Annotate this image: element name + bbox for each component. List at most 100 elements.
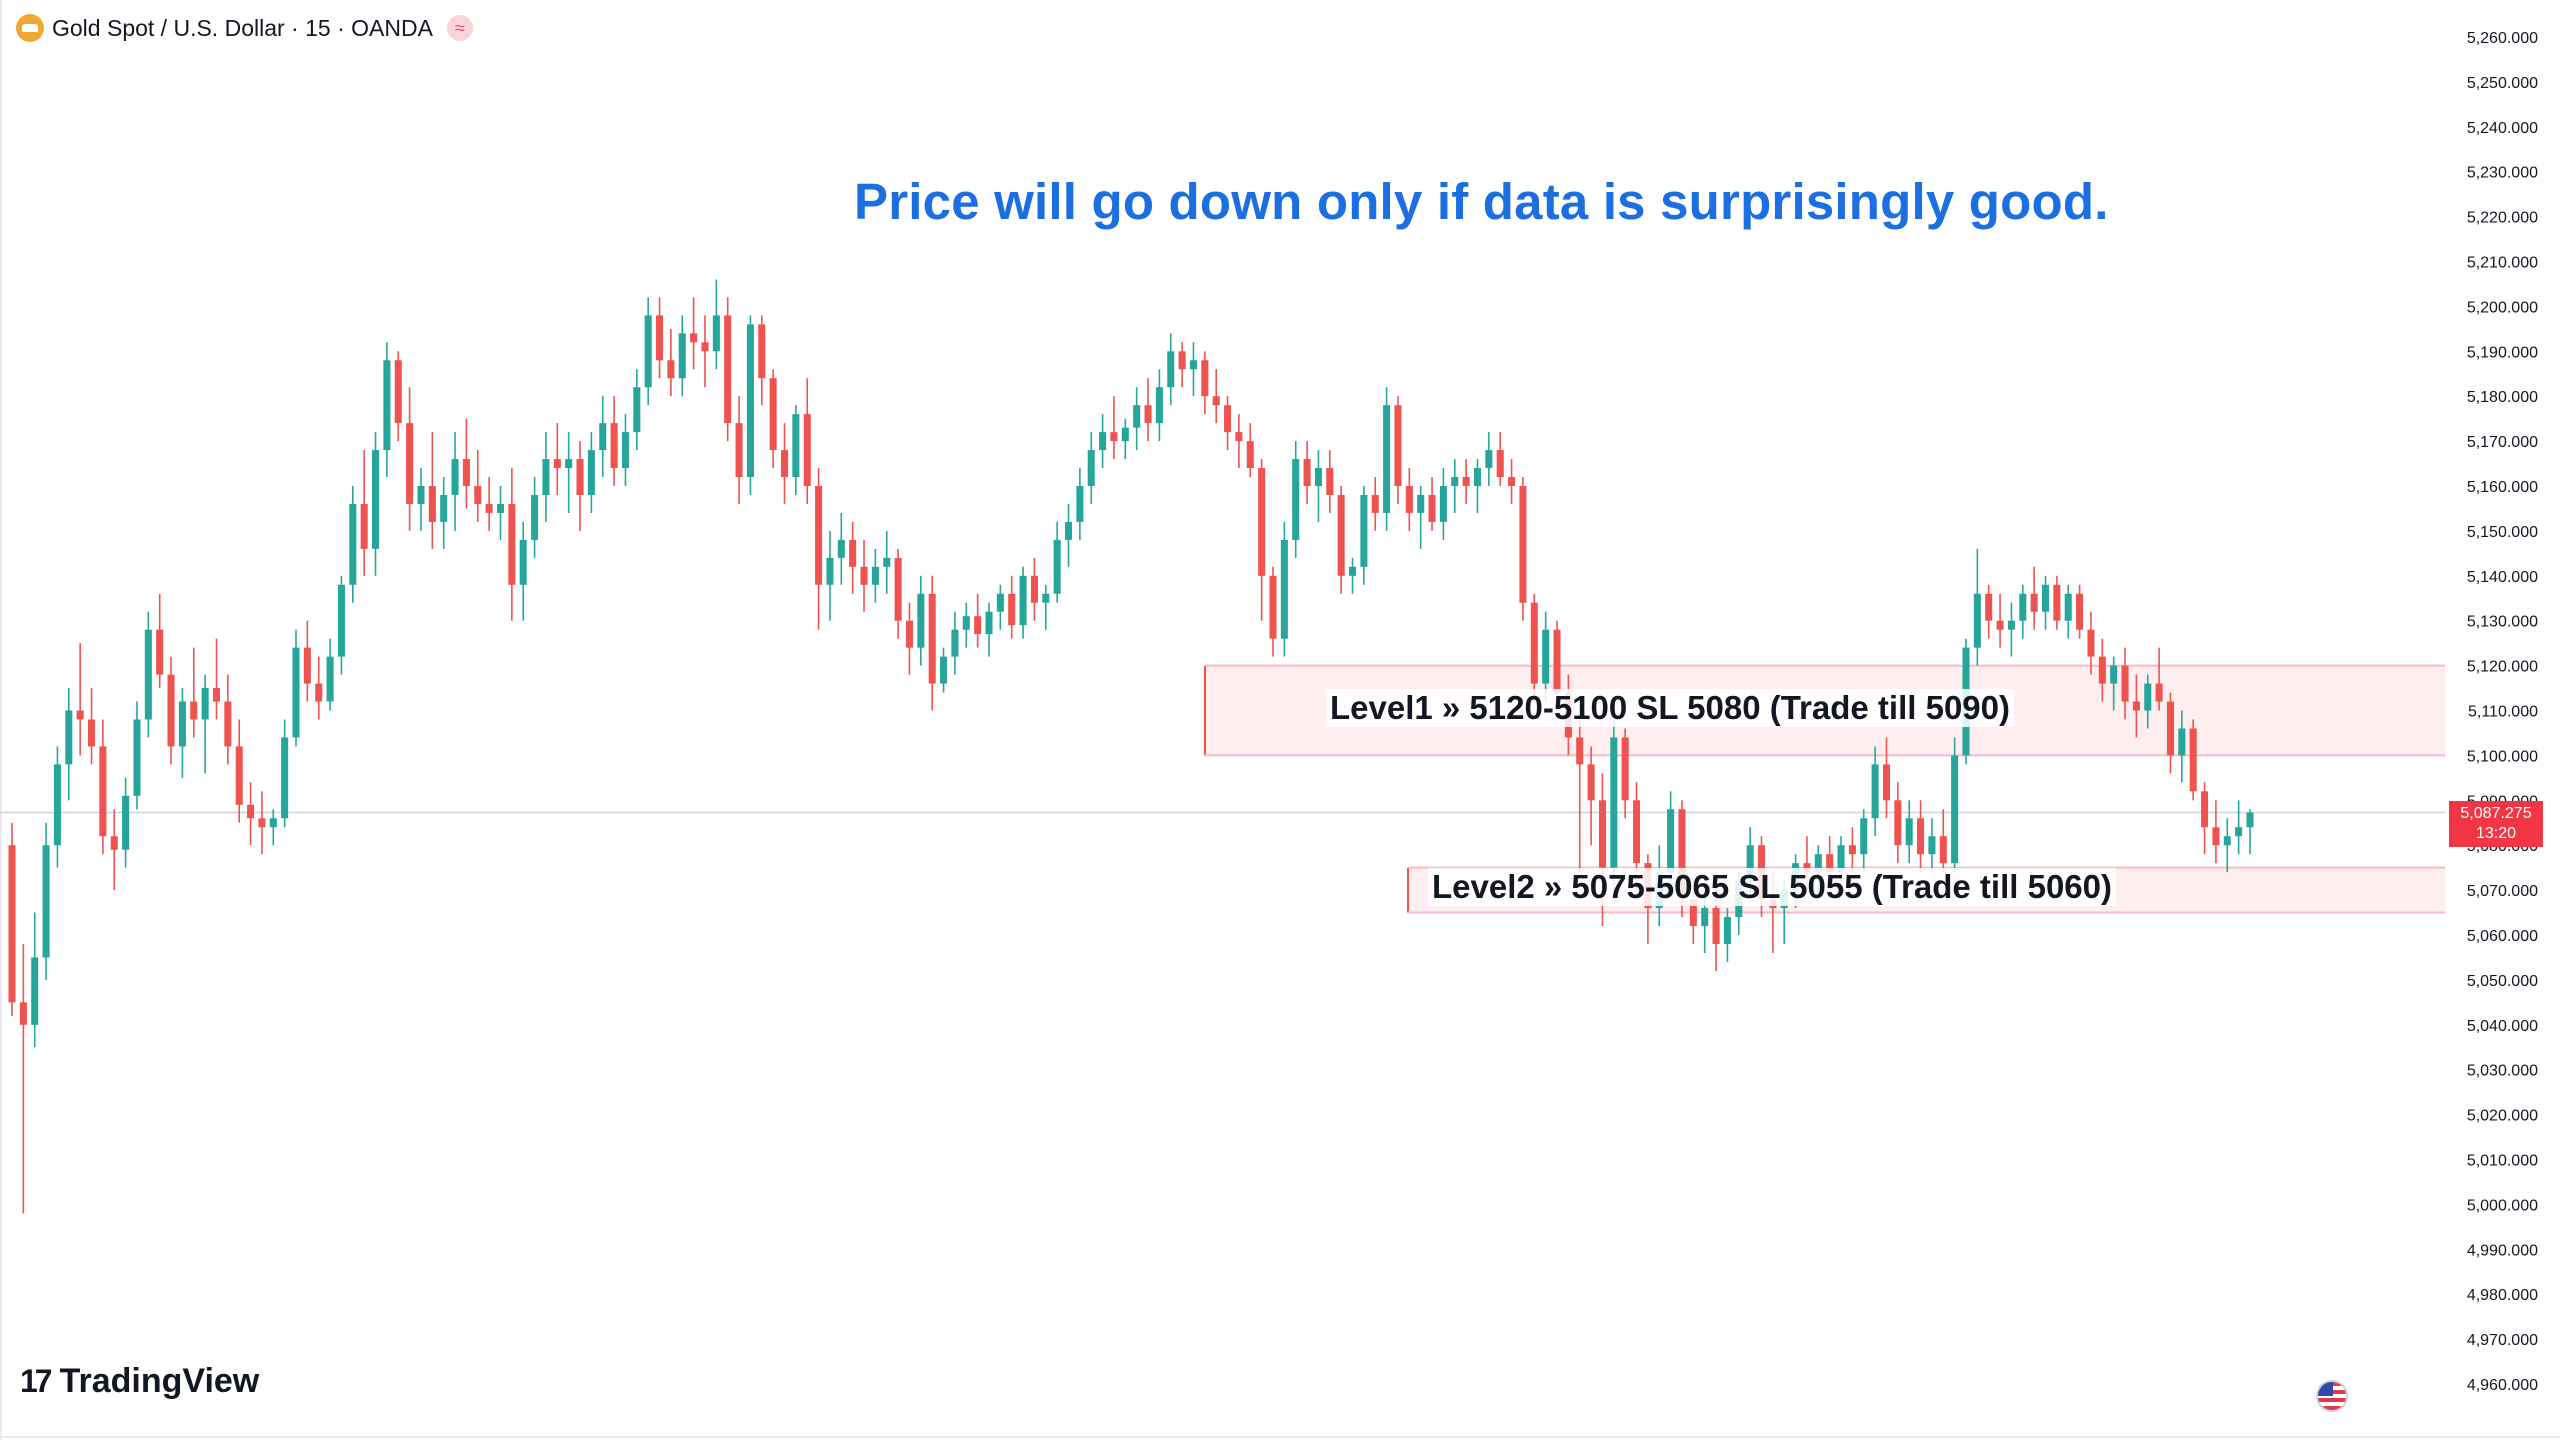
candle-body <box>1394 405 1402 486</box>
candle-body <box>247 804 255 819</box>
candle <box>690 297 698 370</box>
tradingview-logo[interactable]: 17 TradingView <box>20 1362 259 1401</box>
candle-body <box>2132 701 2140 711</box>
candle-body <box>1814 854 1822 873</box>
candle-body <box>462 459 470 486</box>
candle-body <box>769 378 777 451</box>
candle-body <box>553 459 561 469</box>
candle <box>531 477 539 558</box>
candle <box>167 656 175 765</box>
candle-body <box>2053 584 2061 621</box>
symbol-title[interactable]: Gold Spot / U.S. Dollar · 15 · OANDA <box>52 14 433 41</box>
candle-body <box>996 593 1004 612</box>
candle <box>474 450 482 522</box>
candle <box>1110 396 1118 460</box>
candle <box>735 396 743 504</box>
candle-body <box>2212 827 2220 846</box>
candle <box>508 468 516 621</box>
candle-body <box>2235 827 2243 837</box>
candle <box>1462 459 1470 504</box>
candle <box>2223 818 2231 873</box>
candle <box>2019 584 2027 639</box>
candle <box>712 279 720 370</box>
candle <box>1621 728 1629 819</box>
candle-body <box>1633 800 1641 864</box>
candle <box>144 611 152 738</box>
candle-body <box>31 957 39 1025</box>
zone-label-level1[interactable]: Level1 » 5120-5100 SL 5080 (Trade till 5… <box>1326 688 2014 727</box>
candle <box>417 468 425 531</box>
candle-body <box>2189 728 2197 792</box>
candle-body <box>1224 405 1232 433</box>
price-axis-tick: 4,990.000 <box>2467 1242 2538 1259</box>
candle <box>349 486 357 603</box>
candle-body <box>1678 809 1686 900</box>
candle-body <box>894 557 902 621</box>
candle-body <box>940 656 948 684</box>
zone-label-level2[interactable]: Level2 » 5075-5065 SL 5055 (Trade till 5… <box>1428 868 2116 907</box>
candle <box>99 719 107 855</box>
candle <box>894 548 902 639</box>
candle <box>2178 710 2186 783</box>
candle <box>76 643 84 756</box>
candle-body <box>1576 737 1584 765</box>
candle <box>65 688 73 801</box>
candle <box>19 943 27 1214</box>
price-axis-tick: 5,040.000 <box>2467 1018 2538 1035</box>
candle-body <box>440 494 448 522</box>
bar-countdown: 13:20 <box>2475 825 2517 842</box>
candle-body <box>724 315 732 424</box>
candle <box>1996 593 2004 648</box>
us-flag-icon[interactable] <box>2316 1380 2348 1412</box>
candle-body <box>2030 593 2038 612</box>
candle-body <box>1905 818 1913 846</box>
candle <box>928 575 936 711</box>
candle-body <box>690 333 698 343</box>
candle <box>1212 369 1220 424</box>
candle-body <box>1746 845 1754 882</box>
candle-body <box>372 450 380 549</box>
candle-body <box>1553 629 1561 693</box>
candle <box>1417 486 1425 549</box>
candle-body <box>1860 818 1868 855</box>
candle <box>1133 387 1141 451</box>
candle-body <box>985 611 993 635</box>
candle <box>360 450 368 576</box>
candle <box>1076 468 1084 540</box>
candle-body <box>1280 539 1288 639</box>
candle <box>2110 656 2118 711</box>
candle <box>1882 737 1890 819</box>
symbol-header[interactable]: Gold Spot / U.S. Dollar · 15 · OANDA ≈ <box>16 10 473 46</box>
candle <box>1894 782 1902 864</box>
candle <box>803 378 811 504</box>
candle-body <box>1042 593 1050 603</box>
candle-body <box>258 818 266 828</box>
candle-body <box>281 737 289 819</box>
candle <box>2132 674 2140 738</box>
price-axis-tick: 5,200.000 <box>2467 299 2538 316</box>
price-axis[interactable]: 5,260.000 5,250.000 5,240.000 5,230.000 5,22… <box>2467 30 2538 1394</box>
candle-body <box>803 414 811 486</box>
candle <box>1155 369 1163 442</box>
candle <box>860 539 868 612</box>
price-axis-tick: 5,220.000 <box>2467 210 2538 227</box>
candle-body <box>1201 360 1209 397</box>
candle-body <box>508 503 516 585</box>
price-axis-tick: 5,010.000 <box>2467 1153 2538 1170</box>
candle-body <box>269 818 277 828</box>
price-axis-tick: 5,130.000 <box>2467 614 2538 631</box>
candle-body <box>1053 539 1061 594</box>
candle <box>940 647 948 693</box>
candle-body <box>1973 593 1981 648</box>
wave-icon[interactable]: ≈ <box>446 15 473 41</box>
price-axis-tick: 5,110.000 <box>2468 704 2538 721</box>
candle <box>212 638 221 720</box>
candle <box>1178 342 1186 388</box>
candle <box>2053 575 2061 630</box>
price-axis-tick: 5,020.000 <box>2467 1108 2538 1125</box>
candle-body <box>1587 764 1595 801</box>
candle-body <box>1723 917 1731 944</box>
candle <box>2121 647 2129 720</box>
candle <box>2076 584 2084 639</box>
candle-body <box>201 688 209 720</box>
